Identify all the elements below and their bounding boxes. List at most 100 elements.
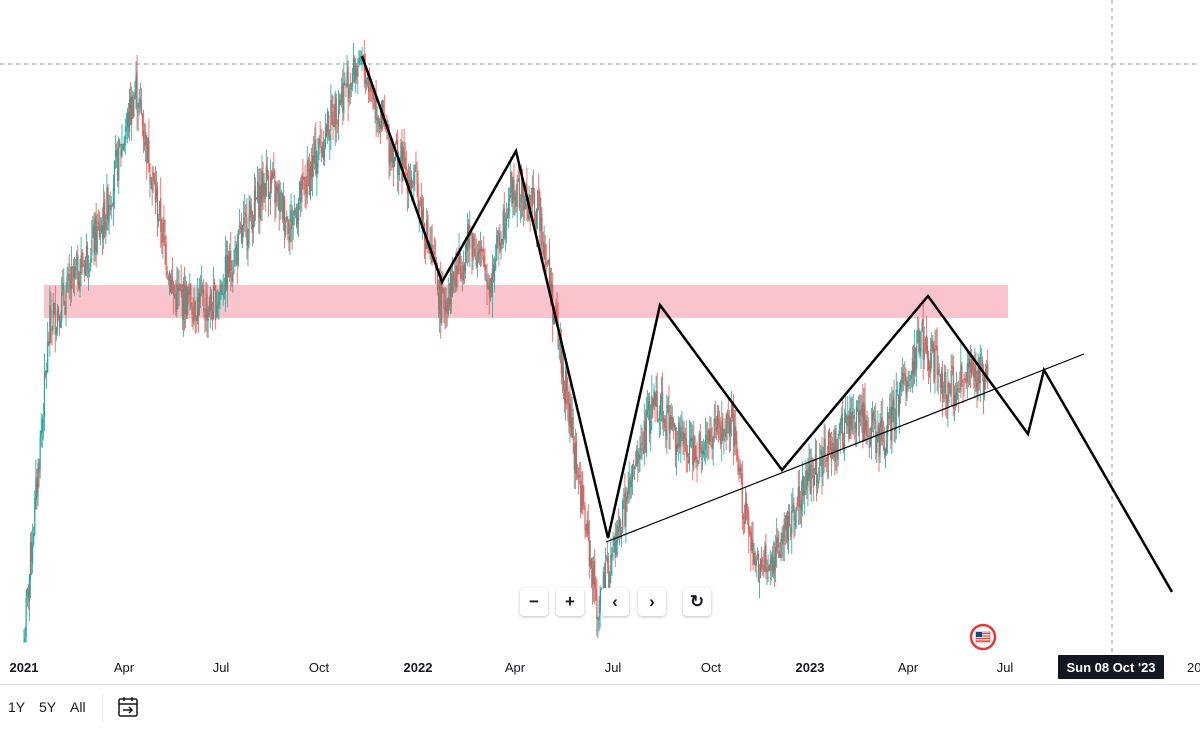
candle-body bbox=[343, 82, 345, 113]
candle-body bbox=[250, 205, 252, 215]
candle-body bbox=[375, 95, 377, 119]
candle-body bbox=[503, 208, 505, 235]
candle-body bbox=[703, 452, 706, 455]
candle-body bbox=[784, 521, 786, 529]
candle-body bbox=[778, 551, 780, 559]
x-tick-label: 20 bbox=[1187, 660, 1200, 675]
candle-body bbox=[84, 256, 86, 275]
flag-badge-icon[interactable] bbox=[969, 623, 997, 651]
zoom-in-button[interactable]: + bbox=[556, 588, 584, 616]
candle-body bbox=[344, 79, 346, 84]
calendar-goto-icon[interactable] bbox=[116, 695, 140, 719]
candle-body bbox=[328, 115, 330, 138]
candle-body bbox=[617, 527, 620, 532]
candle-body bbox=[446, 304, 448, 312]
candle-body bbox=[296, 217, 299, 224]
candle-body bbox=[108, 205, 110, 224]
candle-body bbox=[67, 273, 69, 275]
candle-body bbox=[88, 270, 90, 273]
candle-body bbox=[110, 205, 112, 210]
candle-body bbox=[622, 500, 624, 530]
candle-body bbox=[624, 492, 626, 527]
candle-body bbox=[197, 296, 200, 317]
candle-body bbox=[445, 300, 447, 311]
candle-body bbox=[99, 233, 102, 235]
candle-body bbox=[128, 98, 131, 133]
candle-body bbox=[403, 146, 405, 159]
candle-body bbox=[783, 518, 785, 541]
candle-body bbox=[135, 75, 137, 93]
candle-body bbox=[594, 560, 596, 590]
candle-body bbox=[737, 464, 739, 472]
candle-body bbox=[310, 161, 313, 179]
candle-body bbox=[921, 321, 923, 332]
candle-body bbox=[237, 230, 239, 266]
zoom-out-button[interactable]: − bbox=[520, 588, 548, 616]
candle-body bbox=[687, 460, 690, 463]
candle-body bbox=[377, 116, 379, 124]
candle-body bbox=[894, 429, 896, 432]
candle-body bbox=[835, 427, 837, 451]
candle-body bbox=[283, 199, 286, 231]
range-1y-button[interactable]: 1Y bbox=[8, 699, 26, 715]
price-chart[interactable]: 2021 Apr Jul Oct 2022 Apr Jul Oct 2023 A… bbox=[0, 0, 1200, 684]
candle-body bbox=[490, 276, 492, 293]
candle-body bbox=[184, 286, 187, 315]
candle-body bbox=[807, 473, 809, 488]
candle-body bbox=[738, 468, 740, 471]
candle-body bbox=[518, 178, 520, 209]
candle-body bbox=[626, 496, 628, 502]
candle-body bbox=[957, 388, 959, 390]
candle-body bbox=[691, 437, 693, 442]
candle-body bbox=[904, 373, 906, 382]
candle-body bbox=[919, 347, 921, 357]
candle-body bbox=[56, 311, 58, 332]
candle-body bbox=[602, 571, 604, 593]
candle-body bbox=[50, 308, 52, 325]
candle-body bbox=[612, 549, 614, 553]
candle-body bbox=[339, 99, 342, 104]
candle-body bbox=[883, 445, 885, 455]
candle-body bbox=[145, 131, 147, 145]
candle-body bbox=[666, 405, 668, 441]
candle-body bbox=[530, 208, 532, 210]
candle-body bbox=[615, 540, 617, 555]
candle-body bbox=[459, 251, 461, 265]
candle-body bbox=[380, 100, 383, 129]
range-all-button[interactable]: All bbox=[70, 699, 86, 715]
candle-body bbox=[49, 304, 51, 345]
candle-body bbox=[123, 143, 125, 151]
candle-body bbox=[962, 380, 964, 383]
candle-body bbox=[944, 371, 946, 394]
candle-body bbox=[243, 218, 245, 226]
zigzag-projection-line[interactable] bbox=[360, 55, 1174, 593]
candle-body bbox=[839, 421, 841, 435]
candle-body bbox=[677, 442, 679, 449]
reset-chart-button[interactable]: ↻ bbox=[683, 588, 711, 616]
candle-body bbox=[294, 209, 296, 215]
ascending-trendline[interactable] bbox=[605, 353, 1085, 543]
candle-body bbox=[464, 244, 467, 273]
candle-body bbox=[670, 415, 672, 429]
candle-body bbox=[178, 288, 180, 292]
candle-body bbox=[317, 155, 319, 168]
candle-body bbox=[96, 225, 98, 253]
candle-body bbox=[272, 171, 274, 180]
candle-body bbox=[358, 58, 360, 64]
candle-body bbox=[214, 282, 216, 289]
candle-body bbox=[477, 251, 480, 261]
scroll-left-button[interactable]: ‹ bbox=[601, 588, 629, 616]
candle-body bbox=[116, 149, 118, 156]
candle-body bbox=[664, 418, 666, 429]
candle-body bbox=[433, 251, 435, 256]
candle-body bbox=[364, 67, 366, 84]
range-5y-button[interactable]: 5Y bbox=[39, 699, 57, 715]
candle-body bbox=[881, 417, 883, 441]
candle-body bbox=[533, 193, 536, 222]
candle-body bbox=[977, 359, 979, 392]
scroll-right-button[interactable]: › bbox=[638, 588, 666, 616]
candle-body bbox=[810, 463, 812, 495]
candle-body bbox=[795, 507, 797, 528]
candle-body bbox=[441, 287, 443, 324]
candle-body bbox=[851, 412, 853, 430]
